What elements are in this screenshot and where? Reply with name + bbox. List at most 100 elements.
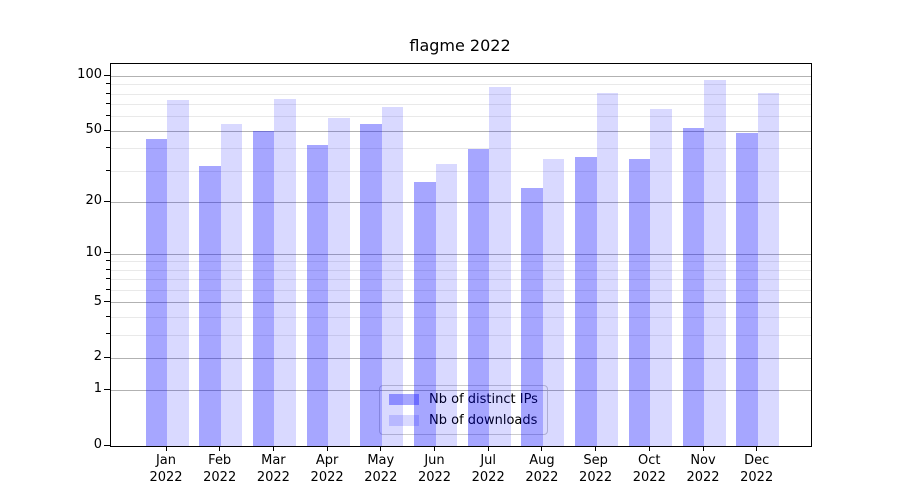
bar-downloads-jul (489, 86, 511, 446)
x-tick-label-feb: Feb 2022 (203, 453, 237, 485)
x-tick-label-nov: Nov 2022 (686, 453, 720, 485)
y-tick-mark (104, 301, 110, 303)
legend-item-downloads: Nb of downloads (389, 413, 538, 428)
minor-gridline (111, 269, 811, 271)
major-gridline (111, 130, 811, 132)
x-tick-mark (702, 446, 704, 451)
bar-downloads-oct (650, 109, 672, 446)
x-tick-label-oct: Oct 2022 (632, 453, 666, 485)
x-tick-mark (487, 446, 489, 451)
bar-downloads-aug (542, 159, 565, 446)
y-minor-tick-mark (106, 147, 110, 149)
minor-gridline (111, 279, 811, 280)
minor-gridline (111, 148, 811, 150)
x-tick-label-jun: Jun 2022 (417, 453, 452, 485)
y-tick-label: 20 (85, 193, 102, 209)
x-tick-mark (326, 446, 328, 451)
y-tick-mark (104, 388, 110, 390)
bar-distinct-ips-aug (521, 188, 543, 446)
bar-downloads-apr (328, 118, 350, 446)
bar-distinct-ips-sep (575, 156, 597, 446)
bar-downloads-jun (435, 163, 457, 446)
legend-label-distinct-ips: Nb of distinct IPs (429, 392, 538, 407)
x-tick-label-jan: Jan 2022 (149, 453, 183, 485)
x-tick-label-may: May 2022 (364, 453, 398, 485)
x-tick-mark (434, 446, 435, 451)
bar-distinct-ips-feb (199, 166, 221, 446)
bar-distinct-ips-apr (306, 144, 329, 446)
bar-distinct-ips-nov (682, 128, 704, 446)
plot-area: Nb of distinct IPs Nb of downloads (110, 63, 812, 447)
y-tick-mark (104, 444, 110, 446)
x-tick-label-aug: Aug 2022 (525, 453, 559, 485)
bar-distinct-ips-may (360, 123, 382, 446)
x-tick-label-apr: Apr 2022 (310, 453, 344, 485)
y-tick-label: 5 (93, 293, 102, 309)
bar-downloads-feb (220, 123, 243, 446)
chart-title: flagme 2022 (409, 36, 511, 55)
bar-distinct-ips-jul (467, 148, 490, 446)
y-minor-tick-mark (106, 103, 110, 105)
y-tick-label: 1 (93, 381, 102, 397)
x-tick-label-dec: Dec 2022 (740, 453, 774, 485)
y-minor-tick-mark (106, 83, 110, 85)
minor-gridline (111, 116, 811, 118)
x-tick-label-sep: Sep 2022 (579, 453, 613, 485)
y-minor-tick-mark (106, 288, 110, 290)
y-tick-label: 100 (77, 67, 102, 83)
y-tick-mark (104, 200, 110, 202)
legend-item-distinct-ips: Nb of distinct IPs (389, 392, 538, 407)
minor-gridline (111, 316, 811, 318)
y-minor-tick-mark (106, 277, 110, 279)
major-gridline (111, 302, 811, 304)
legend: Nb of distinct IPs Nb of downloads (379, 385, 548, 435)
x-tick-mark (595, 446, 597, 451)
y-tick-mark (104, 356, 110, 358)
x-tick-label-mar: Mar 2022 (256, 453, 290, 485)
x-tick-mark (165, 446, 167, 451)
bar-downloads-jan (167, 100, 189, 446)
major-gridline (111, 201, 811, 203)
y-minor-tick-mark (106, 92, 110, 94)
y-tick-label: 0 (93, 437, 102, 452)
y-minor-tick-mark (106, 333, 110, 335)
y-minor-tick-mark (106, 260, 110, 262)
x-tick-mark (541, 446, 543, 451)
major-gridline (111, 390, 811, 391)
y-tick-mark (104, 129, 110, 131)
x-tick-mark (648, 446, 650, 451)
minor-gridline (111, 84, 811, 86)
bar-distinct-ips-oct (628, 159, 651, 446)
y-minor-tick-mark (106, 115, 110, 117)
x-tick-mark (380, 446, 382, 451)
minor-gridline (111, 170, 811, 172)
y-minor-tick-mark (106, 169, 110, 171)
legend-swatch-downloads (389, 415, 419, 426)
bar-downloads-nov (704, 79, 726, 446)
y-minor-tick-mark (106, 268, 110, 270)
minor-gridline (111, 104, 811, 106)
x-tick-mark (272, 446, 274, 451)
minor-gridline (111, 289, 811, 291)
bar-downloads-mar (274, 99, 296, 446)
y-minor-tick-mark (106, 315, 110, 317)
y-tick-label: 50 (85, 122, 102, 138)
y-tick-label: 2 (93, 349, 102, 365)
x-tick-mark (219, 446, 221, 451)
minor-gridline (111, 261, 811, 263)
bar-downloads-dec (757, 93, 780, 446)
bar-distinct-ips-mar (252, 131, 275, 446)
y-tick-mark (104, 252, 110, 254)
major-gridline (111, 253, 811, 255)
minor-gridline (111, 93, 811, 95)
y-tick-label: 10 (85, 244, 102, 260)
bar-downloads-may (381, 106, 404, 446)
major-gridline (111, 75, 811, 77)
x-tick-label-jul: Jul 2022 (471, 453, 505, 485)
legend-swatch-distinct-ips (389, 394, 419, 405)
minor-gridline (111, 334, 811, 336)
x-tick-mark (756, 446, 758, 451)
major-gridline (111, 357, 811, 359)
legend-label-downloads: Nb of downloads (429, 413, 538, 428)
